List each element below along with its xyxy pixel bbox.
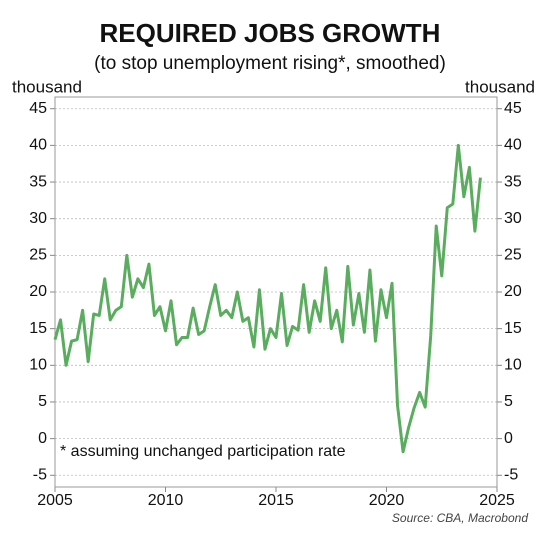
y-tick-label: 30: [29, 210, 47, 227]
y-axis-label: thousand: [12, 77, 82, 96]
y-tick-label: 0: [38, 430, 47, 447]
source: Source: CBA, Macrobond: [392, 511, 528, 525]
y2-tick-label: 10: [504, 357, 522, 374]
x-tick-label: 2020: [369, 492, 405, 509]
y2-tick-label: 35: [504, 173, 522, 190]
chart-subtitle: (to stop unemployment rising*, smoothed): [94, 53, 446, 74]
y-tick-label: 10: [29, 357, 47, 374]
y2-tick-label: -5: [504, 466, 518, 483]
annotation: * assuming unchanged participation rate: [60, 443, 346, 460]
plot-frame: [54, 96, 498, 488]
y2-tick-label: 30: [504, 210, 522, 227]
y-tick-label: 20: [29, 283, 47, 300]
y-tick-label: 40: [29, 137, 47, 154]
y-tick-label: 5: [38, 393, 47, 410]
chart-title: REQUIRED JOBS GROWTH: [100, 18, 441, 48]
y-tick-label: 45: [29, 100, 47, 117]
x-tick-label: 2025: [479, 492, 515, 509]
y2-tick-label: 5: [504, 393, 513, 410]
y-tick-label: -5: [33, 466, 47, 483]
y2-tick-label: 15: [504, 320, 522, 337]
y2-tick-label: 25: [504, 247, 522, 264]
y2-axis-label: thousand: [465, 77, 535, 96]
y2-tick-label: 45: [504, 100, 522, 117]
y-tick-label: 15: [29, 320, 47, 337]
x-tick-label: 2010: [148, 492, 184, 509]
y2-tick-label: 0: [504, 430, 513, 447]
y-tick-label: 25: [29, 247, 47, 264]
data-line: [53, 143, 482, 454]
y-tick-label: 35: [29, 173, 47, 190]
x-tick-label: 2015: [258, 492, 294, 509]
y2-tick-label: 40: [504, 137, 522, 154]
x-tick-label: 2005: [37, 492, 73, 509]
y2-tick-label: 20: [504, 283, 522, 300]
